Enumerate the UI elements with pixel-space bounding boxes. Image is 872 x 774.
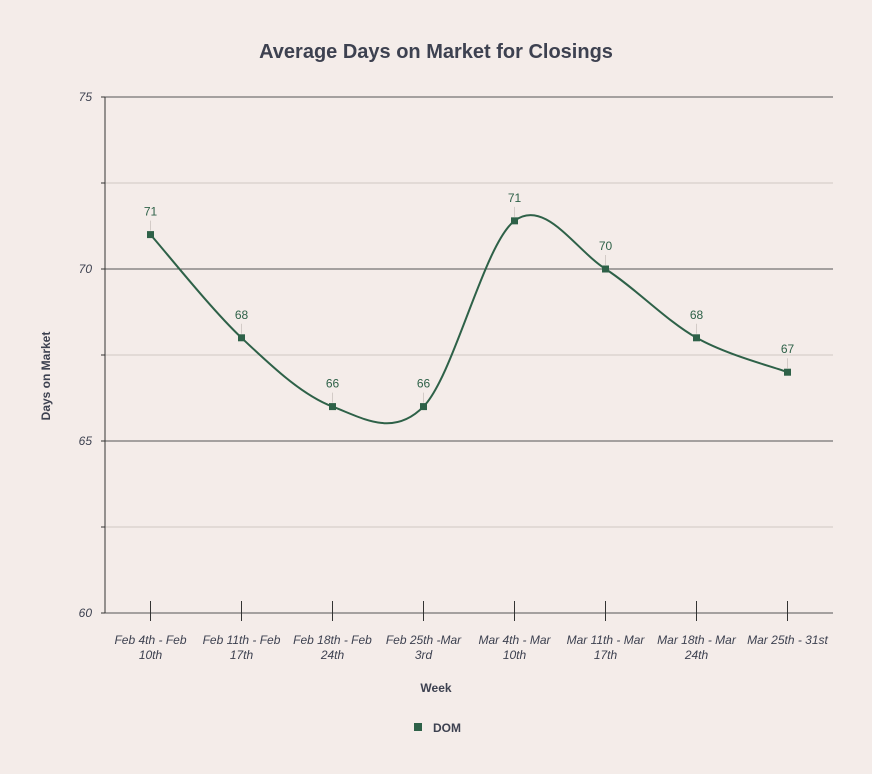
- x-tick-label: Mar 18th - Mar 24th: [657, 633, 737, 662]
- x-tick-label: Feb 4th - Feb 10th: [114, 633, 186, 662]
- data-point-marker: [238, 334, 245, 342]
- data-point-marker: [602, 265, 609, 273]
- chart-title: Average Days on Market for Closings: [259, 41, 613, 63]
- legend-label-dom: DOM: [433, 721, 461, 735]
- data-label: 67: [781, 342, 795, 356]
- data-point-marker: [511, 217, 518, 225]
- data-label: 66: [326, 377, 340, 391]
- data-point-marker: [147, 231, 154, 239]
- legend-marker-dom: [414, 723, 422, 731]
- series-line-dom: [149, 214, 788, 425]
- axes: 60 65 70 75 Feb 4th - Feb 10th Feb 11th - Feb 1…: [79, 90, 829, 662]
- y-axis-title: Days on Market: [39, 332, 53, 421]
- x-tick-label: Mar 4th - Mar 10th: [478, 633, 551, 662]
- x-tick-label: Mar 11th - Mar 17th: [567, 633, 646, 662]
- data-label: 66: [417, 377, 431, 391]
- legend: DOM: [414, 721, 461, 735]
- data-point-marker: [693, 334, 700, 342]
- data-point-marker: [784, 368, 791, 376]
- data-label: 71: [144, 205, 158, 219]
- y-tick-label: 65: [79, 434, 93, 448]
- series-dom: 71 68 66 66 71 70 68 67: [144, 191, 795, 425]
- x-tick-label: Feb 11th - Feb 17th: [203, 633, 281, 662]
- gridlines: [105, 96, 833, 614]
- y-tick-label: 60: [79, 606, 93, 620]
- data-label: 68: [235, 308, 249, 322]
- x-axis-title: Week: [420, 681, 451, 695]
- x-tick-label: Mar 25th - 31st: [747, 633, 828, 647]
- data-label: 70: [599, 239, 613, 253]
- x-tick-label: Feb 18th - Feb 24th: [293, 633, 372, 662]
- data-label: 68: [690, 308, 704, 322]
- y-tick-label: 70: [79, 262, 93, 276]
- data-point-marker: [420, 403, 427, 411]
- x-tick-label: Feb 25th -Mar 3rd: [386, 633, 462, 662]
- data-point-marker: [329, 403, 336, 411]
- data-label: 71: [508, 191, 522, 205]
- y-tick-label: 75: [79, 90, 93, 104]
